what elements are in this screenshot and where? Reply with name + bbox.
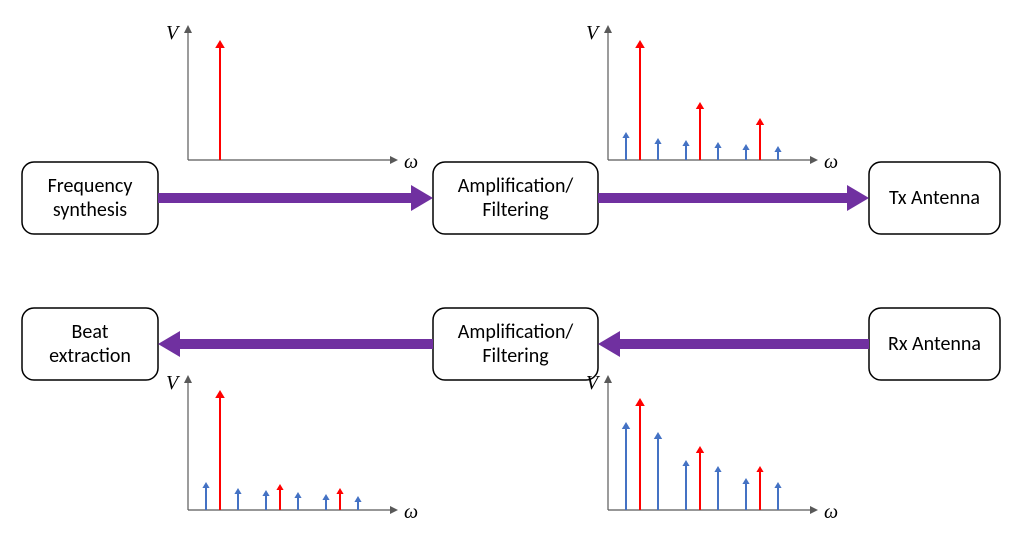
y-axis-arrowhead: [604, 25, 612, 33]
x-axis-arrowhead: [810, 156, 818, 164]
block-label: Rx Antenna: [888, 332, 981, 356]
block-freq_synth: Frequencysynthesis: [22, 162, 158, 234]
y-axis-arrowhead: [184, 25, 192, 33]
flow-arrow-head: [847, 185, 869, 211]
spectral-line-head: [622, 132, 629, 138]
block-label: Amplification/: [458, 320, 574, 344]
flow-arrow-head: [158, 331, 180, 357]
block-rx_antenna: Rx Antenna: [869, 308, 1000, 380]
x-axis-arrowhead: [810, 506, 818, 514]
spectral-line-head: [682, 140, 689, 146]
spectral-line-head: [276, 484, 283, 490]
spectral-line-head: [336, 488, 343, 494]
x-axis-label: ω: [404, 151, 418, 173]
spectral-line-head: [635, 398, 645, 406]
spectral-line-head: [215, 390, 225, 398]
spectral-line-head: [294, 492, 301, 498]
spectral-line-head: [774, 146, 781, 152]
flow-arrow-rx_antenna-amp_filt_rx: [598, 331, 869, 357]
x-axis-label: ω: [824, 501, 838, 523]
block-tx_antenna: Tx Antenna: [869, 162, 1000, 234]
block-label: extraction: [49, 344, 131, 368]
block-label: Tx Antenna: [889, 186, 980, 210]
spectral-line-head: [714, 466, 721, 472]
x-axis-arrowhead: [390, 506, 398, 514]
x-axis-label: ω: [824, 151, 838, 173]
y-axis-arrowhead: [604, 375, 612, 383]
block-label: Filtering: [482, 198, 549, 222]
spectral-line-head: [742, 144, 749, 150]
diagram-canvas: Frequencysynthesis Amplification/Filterin…: [0, 0, 1022, 547]
flow-arrow-amp_filt_tx-tx_antenna: [598, 185, 869, 211]
block-amp_filt_rx: Amplification/Filtering: [433, 308, 598, 380]
spectral-line-head: [234, 488, 241, 494]
spectral-line-head: [774, 482, 781, 488]
spectral-line-head: [215, 40, 225, 48]
y-axis-label: V: [586, 372, 601, 394]
x-axis-arrowhead: [390, 156, 398, 164]
spectral-line-head: [696, 102, 704, 109]
block-label: synthesis: [53, 198, 127, 222]
block-label: Amplification/: [458, 174, 574, 198]
block-beat_ext: Beatextraction: [22, 308, 158, 380]
spectral-line-head: [622, 422, 630, 429]
spectral-line-head: [756, 118, 764, 125]
block-label: Filtering: [482, 344, 549, 368]
y-axis-arrowhead: [184, 375, 192, 383]
spectrum-spec_rx_out: ωV: [166, 372, 418, 523]
spectral-line-head: [714, 142, 721, 148]
y-axis-label: V: [166, 22, 181, 44]
spectral-line-head: [742, 478, 749, 484]
spectral-line-head: [202, 482, 209, 488]
spectral-line-head: [654, 138, 661, 144]
spectral-line-head: [756, 466, 763, 472]
spectrum-spec_rx_in: ωV: [586, 372, 838, 523]
spectral-line-head: [635, 40, 645, 48]
flow-arrow-freq_synth-amp_filt_tx: [158, 185, 433, 211]
spectral-line-head: [696, 446, 704, 453]
flow-arrow-amp_filt_rx-beat_ext: [158, 331, 433, 357]
block-amp_filt_tx: Amplification/Filtering: [433, 162, 598, 234]
spectral-line-head: [682, 460, 689, 466]
spectral-line-head: [654, 432, 662, 439]
block-label: Beat: [72, 320, 109, 344]
spectrum-spec_tx2: ωV: [586, 22, 838, 173]
spectral-line-head: [354, 496, 361, 502]
y-axis-label: V: [586, 22, 601, 44]
x-axis-label: ω: [404, 501, 418, 523]
flow-arrow-head: [598, 331, 620, 357]
spectral-line-head: [322, 494, 329, 500]
spectral-line-head: [262, 490, 269, 496]
y-axis-label: V: [166, 372, 181, 394]
spectrum-spec_tx1: ωV: [166, 22, 418, 173]
block-label: Frequency: [48, 174, 133, 198]
flow-arrow-head: [411, 185, 433, 211]
